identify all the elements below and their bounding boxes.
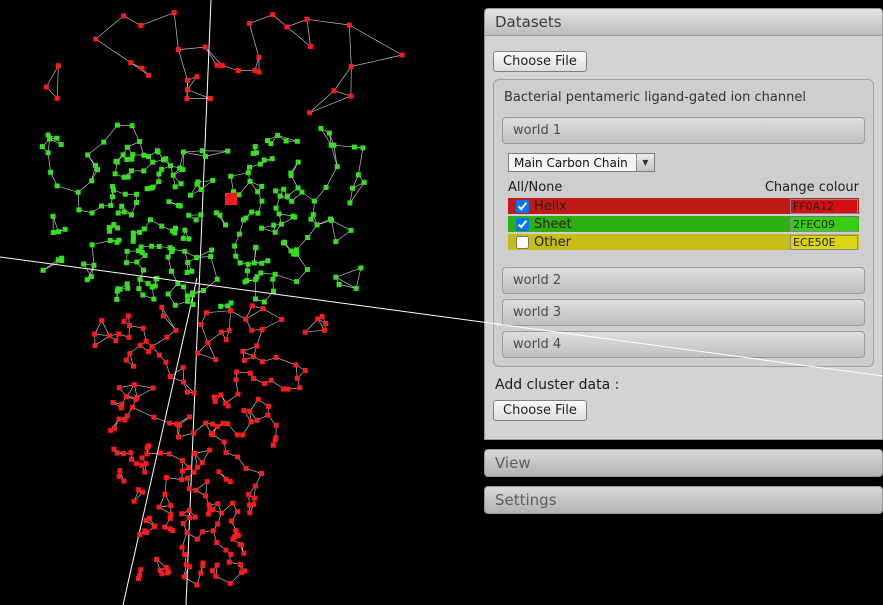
other-colour-input[interactable] — [790, 234, 858, 250]
world-4-header[interactable]: world 4 — [502, 331, 865, 358]
chain-row-sheet: Sheet — [508, 216, 859, 232]
all-none-toggle[interactable]: All/None — [508, 180, 563, 195]
datasets-accordion-header[interactable]: Datasets — [484, 8, 883, 36]
helix-colour-input[interactable] — [790, 198, 858, 214]
chevron-down-icon[interactable]: ▼ — [635, 154, 654, 171]
dataset-title: Bacterial pentameric ligand-gated ion ch… — [504, 90, 806, 105]
chain-row-helix: Helix — [508, 198, 859, 214]
helix-label: Helix — [534, 198, 567, 214]
choose-file-button[interactable]: Choose File — [493, 51, 587, 72]
chain-row-other: Other — [508, 234, 859, 250]
add-cluster-choose-file-button[interactable]: Choose File — [493, 400, 587, 421]
world-1-content: Main Carbon Chain ▼ All/None Change colo… — [502, 144, 865, 262]
datasets-accordion-content: Choose File Bacterial pentameric ligand-… — [484, 36, 883, 440]
chain-select-value: Main Carbon Chain — [514, 156, 628, 170]
settings-accordion-header[interactable]: Settings — [484, 486, 883, 514]
helix-checkbox[interactable] — [516, 199, 529, 213]
world-3-header[interactable]: world 3 — [502, 299, 865, 326]
add-cluster-label: Add cluster data : — [495, 377, 620, 393]
chain-select[interactable]: Main Carbon Chain ▼ — [508, 153, 655, 172]
sheet-colour-input[interactable] — [790, 216, 858, 232]
dataset-box: Bacterial pentameric ligand-gated ion ch… — [493, 79, 874, 367]
sheet-checkbox[interactable] — [516, 217, 529, 231]
other-checkbox[interactable] — [516, 235, 529, 249]
change-colour-label: Change colour — [764, 180, 859, 195]
world-1-header[interactable]: world 1 — [502, 117, 865, 144]
chain-list-labels: All/None Change colour — [508, 180, 859, 195]
control-panel: Datasets Choose File Bacterial pentameri… — [484, 8, 883, 514]
sheet-label: Sheet — [534, 216, 572, 232]
view-accordion-header[interactable]: View — [484, 449, 883, 477]
other-label: Other — [534, 234, 571, 250]
world-2-header[interactable]: world 2 — [502, 267, 865, 294]
